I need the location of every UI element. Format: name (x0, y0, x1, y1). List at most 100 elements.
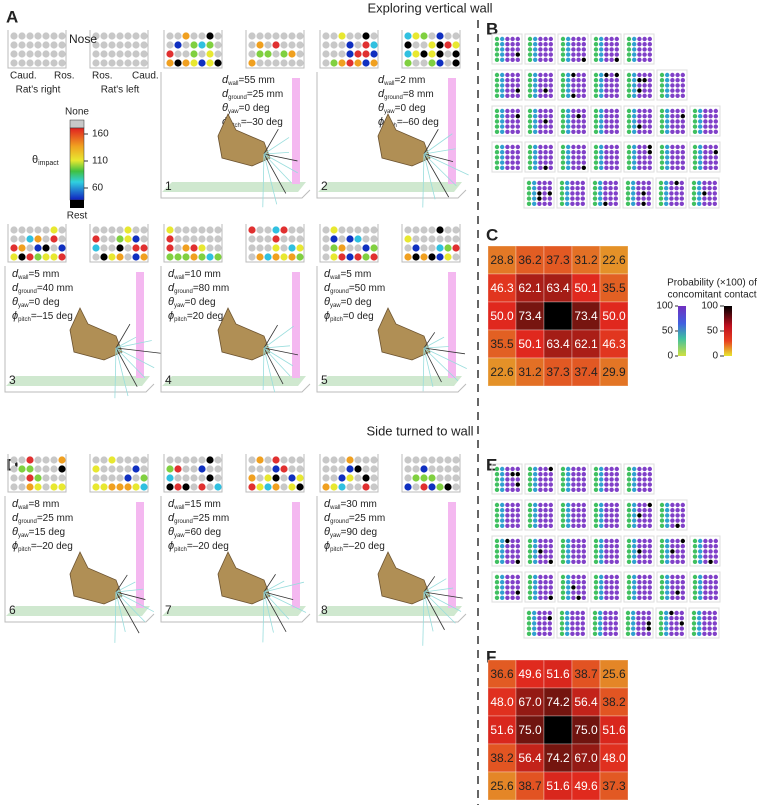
icon-dot (500, 518, 505, 523)
icon-dot (532, 626, 537, 631)
icon-frame (557, 69, 589, 101)
whisker-dot (370, 41, 378, 49)
icon-dot (532, 631, 537, 636)
icon-dot (642, 52, 647, 57)
icon-dot (659, 88, 665, 93)
icon-dot (500, 508, 505, 513)
icon-dot (527, 72, 533, 78)
icon-dot (604, 590, 609, 595)
icon-dot (713, 585, 718, 590)
whisker (263, 151, 289, 155)
whisker-dot (452, 59, 460, 67)
icon-dot (698, 559, 703, 564)
whisker-dot (346, 474, 354, 482)
icon-dot (494, 160, 500, 165)
icon-dot (625, 621, 631, 626)
whisker-dot (198, 41, 206, 49)
whisker-dot (166, 465, 174, 473)
whisker-dot (452, 456, 460, 464)
panel-number: 6 (9, 603, 16, 617)
icon-dot (510, 47, 515, 52)
icon-dot (510, 83, 515, 88)
icon-dot (637, 502, 642, 508)
param-symbol: d (324, 282, 331, 294)
frame (163, 224, 223, 263)
param: ϕpitch=20 deg (168, 310, 223, 323)
whisker-dot (58, 32, 66, 40)
icon-dot (538, 554, 543, 559)
icon-dot (698, 119, 703, 124)
icon-dot (713, 150, 718, 155)
whisker-dot (436, 244, 444, 252)
icon-dot (659, 538, 665, 544)
icon-dot (510, 466, 515, 472)
icon-dot (510, 119, 515, 124)
icon-dot (548, 144, 553, 150)
icon-frame (689, 535, 721, 567)
whisker-dot (166, 59, 174, 67)
icon-dot (626, 129, 632, 134)
wall (292, 272, 300, 378)
whisker-dot (436, 456, 444, 464)
whisker-dot (18, 41, 26, 49)
whisker-dot (370, 226, 378, 234)
icon-dot (538, 88, 543, 93)
subscript: impact (38, 160, 59, 167)
heat-label: 38.7 (574, 667, 598, 681)
icon-dot (636, 616, 641, 621)
icon-dot (626, 477, 632, 482)
icon-dot (538, 165, 543, 170)
icon-dot (708, 108, 713, 114)
icon-dot (647, 124, 652, 129)
icon-dot (533, 72, 538, 78)
icon-dot (527, 83, 533, 88)
icon-dot (626, 487, 632, 492)
heat-label: 74.2 (546, 695, 570, 709)
whisker-dot (10, 50, 18, 58)
icon-dot (598, 631, 603, 636)
whisker-dot (280, 483, 288, 491)
whisker-dot (362, 456, 370, 464)
icon-dot (538, 544, 543, 549)
icon-dot (698, 114, 703, 119)
whisker-dot (346, 465, 354, 473)
icon-dot (637, 518, 642, 523)
whisker-dot (420, 235, 428, 243)
param: θyaw=0 deg (324, 296, 372, 309)
icon-dot (599, 518, 604, 523)
icon-dot (593, 518, 599, 523)
icon-dot (614, 523, 619, 528)
icon-dot (538, 160, 543, 165)
param-value: =90 deg (341, 527, 377, 538)
icon-dot (614, 544, 619, 549)
icon-dot (576, 52, 581, 57)
icon-dot (548, 595, 553, 600)
icon-dot (500, 538, 505, 544)
icon-dot (665, 165, 670, 170)
icon-dot (543, 93, 548, 99)
whisker-dot (444, 59, 452, 67)
whisker-dot (206, 41, 214, 49)
whisker-dot (34, 244, 42, 252)
icon-dot (575, 626, 580, 631)
icon-dot (505, 119, 510, 124)
param: dground=80 mm (168, 282, 229, 295)
whisker-dot (264, 244, 272, 252)
heat-label: 48.0 (602, 751, 626, 765)
icon-dot (560, 93, 566, 99)
whisker (423, 587, 454, 593)
icon-dot (647, 83, 652, 88)
heat-cell (487, 301, 517, 331)
whisker-dot (174, 50, 182, 58)
icon-frame (590, 499, 622, 531)
whisker-dot (174, 456, 182, 464)
icon-dot (646, 191, 651, 196)
icon-dot (538, 502, 543, 508)
icon-dot (538, 513, 543, 518)
icon-dot (576, 57, 581, 62)
panel-number: 2 (321, 179, 328, 193)
icon-dot (593, 57, 599, 62)
icon-dot (500, 513, 505, 518)
icon-dot (609, 52, 614, 57)
icon-dot (500, 150, 505, 155)
